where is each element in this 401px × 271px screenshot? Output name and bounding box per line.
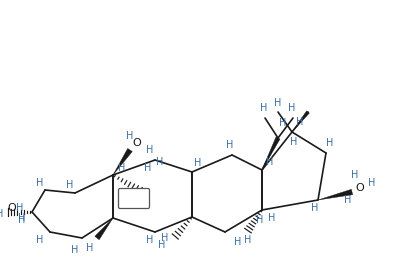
Text: H: H: [279, 118, 286, 128]
FancyBboxPatch shape: [118, 189, 149, 208]
Text: H: H: [326, 138, 333, 148]
Text: H: H: [256, 215, 263, 225]
Text: O: O: [132, 138, 141, 148]
Text: H: H: [161, 233, 168, 243]
Text: H: H: [16, 203, 24, 213]
Text: H: H: [118, 163, 126, 173]
Text: H: H: [86, 243, 93, 253]
Text: Abs: Abs: [126, 194, 142, 203]
Text: H: H: [265, 157, 273, 167]
Text: H: H: [350, 170, 358, 180]
Polygon shape: [317, 189, 352, 200]
Text: H: H: [226, 140, 233, 150]
Text: H: H: [288, 103, 295, 113]
Text: H: H: [260, 103, 267, 113]
Text: H: H: [158, 240, 165, 250]
Text: H: H: [18, 215, 26, 225]
Text: O: O: [8, 203, 16, 213]
Text: H: H: [36, 178, 44, 188]
Polygon shape: [291, 111, 309, 132]
Text: H: H: [156, 157, 163, 167]
Text: H: H: [244, 235, 251, 245]
Text: H: H: [0, 209, 3, 219]
Text: H: H: [71, 245, 79, 255]
Text: O: O: [355, 183, 363, 193]
Text: H: H: [234, 237, 241, 247]
Text: H: H: [66, 180, 73, 190]
Text: H: H: [146, 145, 153, 155]
Text: H: H: [36, 235, 44, 245]
Text: H: H: [310, 203, 318, 213]
Text: H: H: [367, 178, 375, 188]
Text: H: H: [144, 163, 151, 173]
Text: H: H: [343, 195, 351, 205]
Text: H: H: [273, 98, 281, 108]
Polygon shape: [113, 149, 132, 175]
Text: H: H: [267, 213, 275, 223]
Text: H: H: [296, 117, 303, 127]
Text: H: H: [290, 137, 297, 147]
Text: H: H: [18, 213, 26, 223]
Polygon shape: [95, 218, 113, 240]
Text: H: H: [146, 235, 153, 245]
Text: H: H: [194, 158, 201, 168]
Text: H: H: [126, 131, 134, 141]
Polygon shape: [261, 137, 279, 170]
